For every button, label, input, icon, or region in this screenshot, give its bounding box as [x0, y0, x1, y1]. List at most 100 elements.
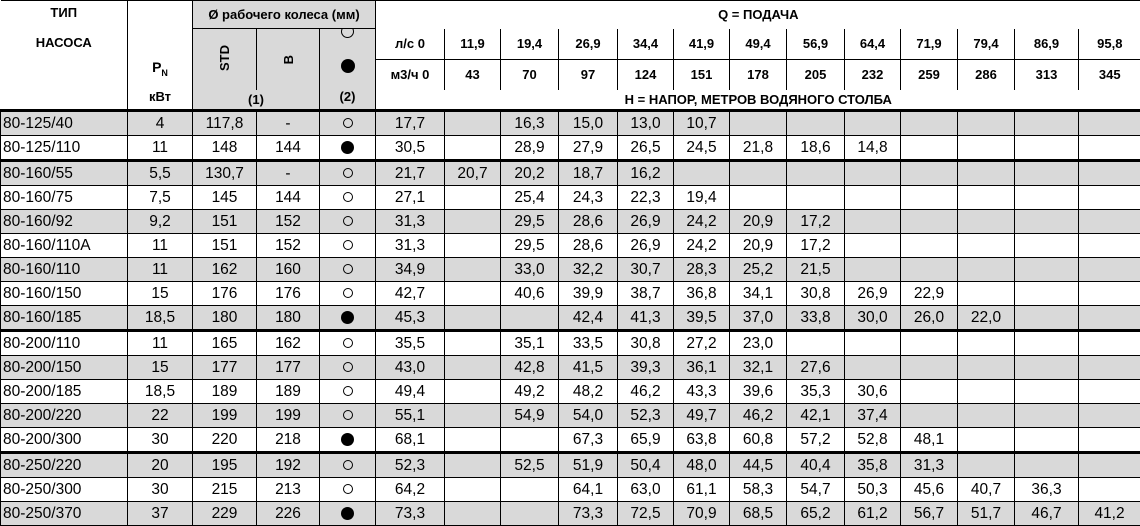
head-value-cell: 36,1 — [674, 356, 730, 380]
power-cell: 15 — [128, 356, 193, 380]
impeller-mark-cell — [320, 453, 376, 478]
head-value-cell: 49,7 — [674, 404, 730, 428]
impeller-b-cell: 213 — [257, 478, 320, 502]
impeller-std-cell: 177 — [193, 356, 257, 380]
head-value-cell: 48,1 — [901, 428, 958, 453]
head-value-cell: 52,8 — [845, 428, 901, 453]
open-circle-icon — [343, 338, 353, 348]
pump-type-header: ТИП НАСОСА — [1, 1, 128, 111]
head-value-cell — [1079, 453, 1140, 478]
power-cell: 11 — [128, 258, 193, 282]
impeller-std-cell: 176 — [193, 282, 257, 306]
head-value-cell: 14,8 — [845, 136, 901, 161]
head-value-cell: 30,8 — [618, 331, 674, 356]
power-cell: 15 — [128, 282, 193, 306]
head-value-cell — [1079, 210, 1140, 234]
head-value-cell — [445, 234, 501, 258]
pump-type-cell: 80-125/110 — [1, 136, 128, 161]
head-value-cell — [1079, 234, 1140, 258]
head-value-cell — [445, 282, 501, 306]
impeller-b-cell: 176 — [257, 282, 320, 306]
head-value-cell: 24,5 — [674, 136, 730, 161]
pump-type-cell: 80-160/75 — [1, 186, 128, 210]
flow-m3h-header: 205 — [787, 59, 845, 90]
impeller-b-cell: - — [257, 111, 320, 136]
head-value-cell: 46,2 — [618, 380, 674, 404]
impeller-std-cell: 162 — [193, 258, 257, 282]
head-value-cell — [1015, 453, 1079, 478]
head-value-cell: 28,9 — [501, 136, 559, 161]
head-value-cell: 22,0 — [958, 306, 1015, 331]
head-value-cell: 17,7 — [376, 111, 445, 136]
head-value-cell: 50,3 — [845, 478, 901, 502]
head-value-cell: 43,0 — [376, 356, 445, 380]
head-value-cell — [730, 161, 787, 186]
impeller-mark-cell — [320, 306, 376, 331]
impeller-std-cell: 130,7 — [193, 161, 257, 186]
power-cell: 11 — [128, 234, 193, 258]
impeller-std-cell: 229 — [193, 502, 257, 526]
impeller-b-cell: - — [257, 161, 320, 186]
head-value-cell: 45,3 — [376, 306, 445, 331]
head-value-cell — [901, 210, 958, 234]
head-value-cell: 17,2 — [787, 210, 845, 234]
head-value-cell — [958, 404, 1015, 428]
pump-type-cell: 80-160/150 — [1, 282, 128, 306]
head-value-cell — [845, 161, 901, 186]
impeller-b-cell: 152 — [257, 210, 320, 234]
head-value-cell — [958, 186, 1015, 210]
impeller-b-cell: 192 — [257, 453, 320, 478]
impeller-note2: (2) — [320, 89, 375, 104]
head-value-cell: 31,3 — [901, 453, 958, 478]
head-value-cell: 73,3 — [376, 502, 445, 526]
head-value-cell: 41,2 — [1079, 502, 1140, 526]
head-value-cell: 40,7 — [958, 478, 1015, 502]
impeller-std-cell: 215 — [193, 478, 257, 502]
impeller-b-cell: 152 — [257, 234, 320, 258]
head-value-cell — [1079, 282, 1140, 306]
impeller-std-cell: 180 — [193, 306, 257, 331]
head-value-cell — [845, 111, 901, 136]
head-value-cell: 35,8 — [845, 453, 901, 478]
head-value-cell: 15,0 — [559, 111, 618, 136]
head-value-cell: 68,1 — [376, 428, 445, 453]
head-value-cell — [787, 111, 845, 136]
head-value-cell: 25,2 — [730, 258, 787, 282]
impeller-b-cell: 199 — [257, 404, 320, 428]
head-value-cell: 54,9 — [501, 404, 559, 428]
head-value-cell: 32,2 — [559, 258, 618, 282]
head-value-cell: 35,3 — [787, 380, 845, 404]
impeller-mark-cell — [320, 380, 376, 404]
head-value-cell: 35,1 — [501, 331, 559, 356]
head-value-cell — [901, 258, 958, 282]
impeller-mark-header: (2) — [320, 29, 376, 111]
head-value-cell — [1079, 161, 1140, 186]
open-circle-icon — [343, 264, 353, 274]
impeller-mark-cell — [320, 331, 376, 356]
impeller-mark-cell — [320, 428, 376, 453]
flow-ls-header: 64,4 — [845, 29, 901, 60]
head-value-cell: 38,7 — [618, 282, 674, 306]
head-value-cell — [958, 234, 1015, 258]
open-circle-icon — [343, 240, 353, 250]
head-value-cell: 70,9 — [674, 502, 730, 526]
head-value-cell: 26,9 — [618, 210, 674, 234]
head-value-cell: 19,4 — [674, 186, 730, 210]
pump-type-cell: 80-200/110 — [1, 331, 128, 356]
impeller-b-cell: 180 — [257, 306, 320, 331]
pump-type-cell: 80-250/300 — [1, 478, 128, 502]
power-cell: 30 — [128, 478, 193, 502]
head-value-cell: 17,2 — [787, 234, 845, 258]
head-value-cell: 20,7 — [445, 161, 501, 186]
head-value-cell: 37,4 — [845, 404, 901, 428]
impeller-mark-cell — [320, 502, 376, 526]
power-cell: 7,5 — [128, 186, 193, 210]
